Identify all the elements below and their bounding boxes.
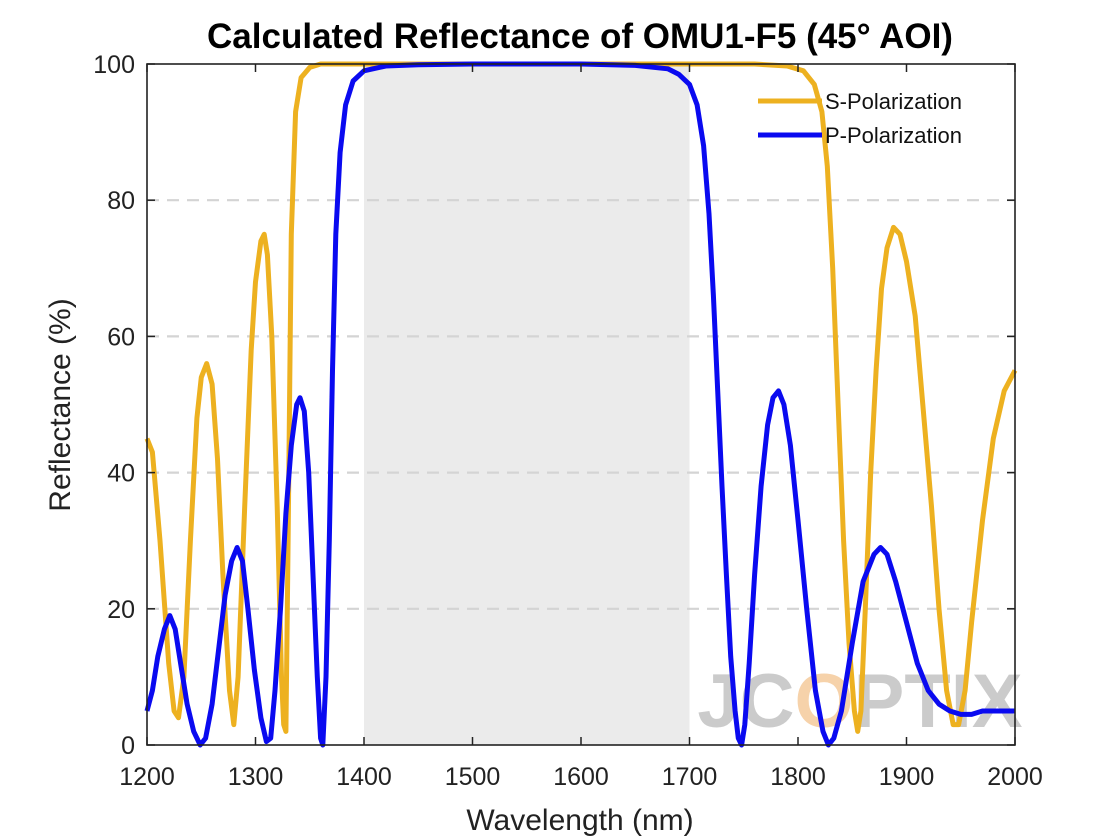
y-tick-label: 80 bbox=[107, 187, 135, 215]
x-tick-label: 1500 bbox=[445, 763, 501, 791]
y-tick-label: 60 bbox=[107, 323, 135, 351]
y-axis-label: Reflectance (%) bbox=[44, 298, 77, 511]
x-axis-tick-labels: 1200 1300 1400 1500 1600 1700 1800 1900 2000 bbox=[119, 763, 1043, 791]
plot-area: JCOPTIX bbox=[144, 61, 1023, 748]
legend: S-Polarization P-Polarization bbox=[758, 89, 962, 148]
axis-ticks bbox=[146, 63, 1016, 746]
x-tick-label: 1300 bbox=[228, 763, 284, 791]
y-tick-label: 0 bbox=[121, 732, 135, 760]
x-tick-label: 2000 bbox=[987, 763, 1043, 791]
p-polarization-line bbox=[144, 61, 1015, 748]
legend-s-label: S-Polarization bbox=[825, 89, 962, 114]
y-tick-label: 40 bbox=[107, 460, 135, 488]
y-axis-tick-labels: 0 20 40 60 80 100 bbox=[93, 51, 135, 760]
y-tick-label: 100 bbox=[93, 51, 135, 79]
shaded-band bbox=[364, 64, 690, 745]
x-tick-label: 1700 bbox=[662, 763, 718, 791]
x-tick-label: 1900 bbox=[879, 763, 935, 791]
x-tick-label: 1600 bbox=[553, 763, 609, 791]
x-axis-label: Wavelength (nm) bbox=[466, 804, 693, 837]
chart-title: Calculated Reflectance of OMU1-F5 (45° A… bbox=[207, 17, 953, 56]
y-tick-label: 20 bbox=[107, 596, 135, 624]
legend-p-label: P-Polarization bbox=[825, 123, 962, 148]
x-tick-label: 1200 bbox=[119, 763, 175, 791]
x-tick-label: 1400 bbox=[336, 763, 392, 791]
x-tick-label: 1800 bbox=[770, 763, 826, 791]
